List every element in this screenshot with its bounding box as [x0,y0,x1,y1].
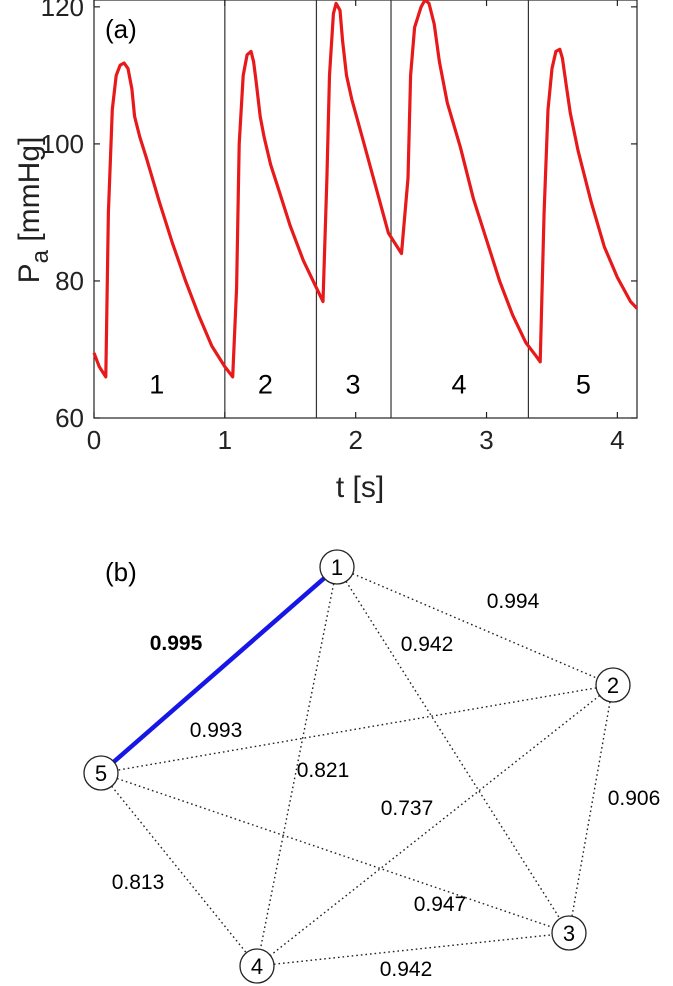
edge-weight-label: 0.942 [401,633,454,656]
edge-weight-label: 0.942 [380,958,433,981]
beat-label: 5 [576,370,591,400]
beat-separators [224,0,530,418]
node-label-3: 3 [563,921,575,946]
beat-label: 4 [452,370,467,400]
y-axis-ticks: 60 80 100 120 [41,0,637,433]
x-tick-label: 1 [218,425,232,455]
edge-2-3 [571,701,611,917]
y-tick-label: 80 [55,266,84,296]
beat-label: 2 [258,370,273,400]
node-label-1: 1 [331,555,343,580]
x-tick-label: 0 [87,425,101,455]
edge-weight-label: 0.994 [487,590,540,613]
node-circle-1 [319,549,355,585]
plot-area-frame [93,0,638,419]
x-tick-label: 2 [348,425,362,455]
beat-labels: 1 2 3 4 5 [149,370,591,400]
node-circle-4 [239,948,275,984]
edge-1-5 [112,576,326,764]
y-axis-label-unit: [mmHg] [13,137,46,250]
node-circle-3 [551,915,587,951]
node-label-5: 5 [95,761,107,786]
network-nodes: 1 2 3 4 5 [83,549,631,984]
node-circle-5 [83,755,119,791]
y-tick-label: 120 [41,0,84,22]
edge-5-3 [116,777,554,929]
edge-5-4 [111,785,247,954]
x-tick-label: 3 [479,425,493,455]
edge-weight-label: 0.821 [297,759,350,782]
y-tick-label: 60 [55,403,84,433]
y-axis-label-main: P [13,263,46,283]
pressure-series-line [92,0,639,379]
edge-1-2 [352,573,598,679]
edge-4-3 [273,934,553,965]
edge-weight-label: 0.906 [608,787,661,810]
y-axis-label-sub: a [27,249,54,263]
panel-b-label: (b) [105,557,137,587]
panel-a-label: (a) [105,14,137,44]
y-axis-label: Pa [mmHg] [13,137,54,284]
beat-label: 1 [149,370,164,400]
node-label-4: 4 [251,954,263,979]
node-label-2: 2 [607,673,619,698]
network-edges [111,573,611,965]
edge-2-4 [269,694,601,957]
edge-weight-labels: 0.995 0.994 0.942 0.821 0.993 0.737 0.906 0.813… [112,590,661,981]
beat-label: 3 [346,370,361,400]
edge-weight-label: 0.995 [150,632,203,655]
edge-weight-label: 0.737 [381,797,434,820]
node-circle-2 [595,667,631,703]
y-tick-label: 100 [41,129,84,159]
edge-weight-label: 0.993 [190,719,243,742]
edge-weight-label: 0.813 [112,871,165,894]
x-axis-label: t [s] [336,471,384,504]
edge-weight-label: 0.947 [414,893,467,916]
edge-1-3 [345,580,561,920]
x-tick-label: 4 [610,425,624,455]
